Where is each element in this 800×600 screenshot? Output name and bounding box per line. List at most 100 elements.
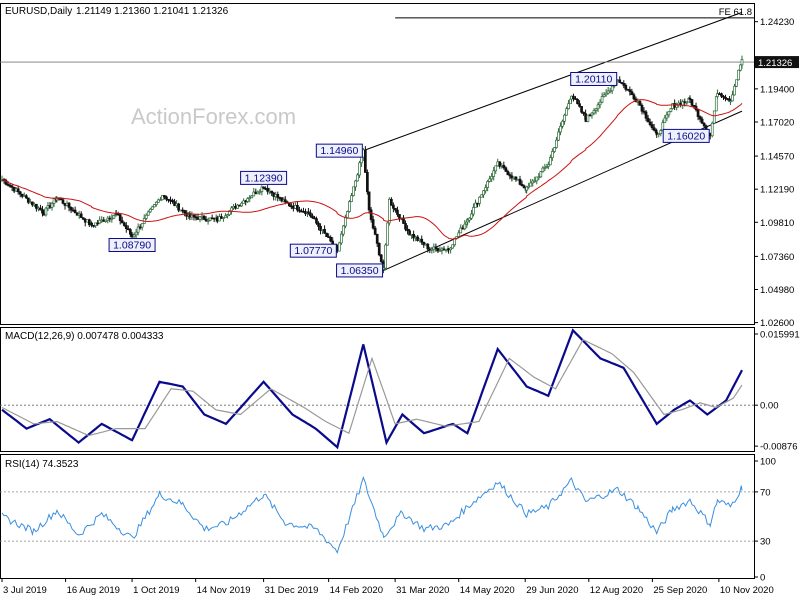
candle-body: [377, 242, 381, 256]
x-tick-label: 31 Mar 2020: [396, 585, 449, 596]
candle-body: [163, 195, 166, 198]
candle-body: [688, 97, 692, 100]
candle-body: [183, 210, 187, 214]
candle-body: [470, 213, 473, 219]
candle-body: [146, 211, 150, 216]
candle-body: [79, 213, 83, 218]
candle-body: [533, 180, 537, 183]
candle-body: [161, 195, 164, 201]
candle-body: [468, 217, 471, 221]
x-axis-labels: 3 Jul 2019 16 Aug 2019 1 Oct 2019 14 Nov 20…: [1, 578, 774, 596]
candle-body: [463, 223, 467, 230]
annotation-box: [662, 128, 710, 143]
candle-body: [118, 214, 122, 221]
candle-body: [387, 198, 391, 224]
candle-body: [584, 113, 587, 120]
candle-body: [733, 85, 736, 96]
candle-body: [298, 209, 301, 212]
candle-body: [412, 233, 415, 239]
macd-label: MACD(12,26,9) 0.007478 0.004333: [5, 331, 164, 342]
candle-body: [287, 202, 291, 207]
x-tick-label: 12 Aug 2020: [590, 585, 643, 596]
candle-body: [224, 215, 227, 218]
price-annotations: 1.08790 1.12390 1.07770 1.14960 1.06350 1.201…: [108, 71, 710, 278]
candle-body: [618, 79, 622, 83]
y-tick-label: 0: [760, 573, 765, 584]
candle-body: [527, 185, 531, 188]
candle-body: [360, 156, 363, 164]
candle-body: [582, 111, 585, 115]
y-tick-label: 1.17020: [760, 117, 794, 128]
candle-body: [364, 149, 367, 173]
candle-body: [598, 101, 602, 106]
y-axis-labels: 1.24230 1.19400 1.17020 1.14570 1.12190 1.098…: [754, 17, 800, 584]
annotation-box: [315, 143, 363, 158]
candle-body: [276, 194, 280, 198]
candle-body: [420, 238, 424, 243]
candle-body: [514, 176, 518, 180]
annotation-1.14960: 1.14960: [315, 143, 363, 158]
y-tick-label: 0.015991: [760, 330, 800, 341]
candle-body: [537, 176, 541, 179]
candle-body: [657, 133, 661, 136]
annotation-box: [336, 263, 384, 278]
candle-body: [622, 83, 626, 86]
candle-body: [260, 186, 264, 192]
candle-body: [246, 198, 250, 202]
annotation-1.12390: 1.12390: [240, 170, 288, 185]
annotation-label: 1.07770: [294, 245, 332, 257]
candle-body: [546, 164, 550, 167]
candle-body: [202, 215, 206, 220]
candle-body: [258, 191, 262, 193]
candle-body: [152, 204, 156, 208]
candle-body: [404, 223, 407, 230]
candle-body: [31, 201, 34, 206]
chart-title: EURUSD,Daily: [5, 6, 72, 17]
candle-body: [350, 195, 353, 202]
candle-body: [94, 222, 98, 226]
candle-body: [518, 178, 522, 185]
candle-body: [24, 195, 28, 199]
candle-body: [266, 188, 269, 192]
candle-body: [716, 93, 719, 97]
candle-body: [256, 191, 260, 195]
y-tick-label: 30: [760, 537, 771, 548]
candle-body: [134, 231, 138, 236]
candle-body: [309, 212, 312, 217]
candle-body: [438, 250, 442, 252]
price-pane: [0, 3, 755, 325]
candle-body: [665, 114, 669, 119]
candle-body: [61, 199, 65, 204]
candle-body: [520, 184, 524, 187]
candle-body: [502, 164, 506, 169]
candle-body: [346, 211, 349, 218]
candle-body: [551, 151, 554, 158]
candle-body: [198, 216, 202, 220]
candle-body: [650, 124, 654, 129]
candle-body: [696, 109, 700, 118]
candle-body: [578, 103, 581, 107]
candle-body: [132, 234, 136, 238]
annotation-1.08790: 1.08790: [108, 237, 156, 252]
candle-body: [354, 180, 357, 188]
candle-body: [580, 106, 583, 113]
candle-body: [522, 185, 526, 189]
annotation-box: [240, 170, 288, 185]
candle-body: [248, 197, 252, 200]
candle-body: [390, 198, 393, 206]
candle-body: [416, 236, 420, 241]
candle-body: [344, 217, 347, 227]
candle-body: [648, 121, 652, 125]
candle-body: [663, 117, 667, 124]
candle-body: [482, 190, 485, 196]
candle-body: [157, 199, 160, 203]
candle-body: [67, 202, 71, 208]
candle-body: [280, 197, 284, 202]
y-tick-label: 1.24230: [760, 17, 794, 28]
candle-body: [226, 214, 229, 217]
candle-body: [192, 214, 196, 218]
candles: [0, 55, 744, 274]
x-tick-label: 14 May 2020: [460, 585, 515, 596]
annotation-label: 1.06350: [341, 265, 379, 277]
candle-body: [553, 147, 556, 152]
